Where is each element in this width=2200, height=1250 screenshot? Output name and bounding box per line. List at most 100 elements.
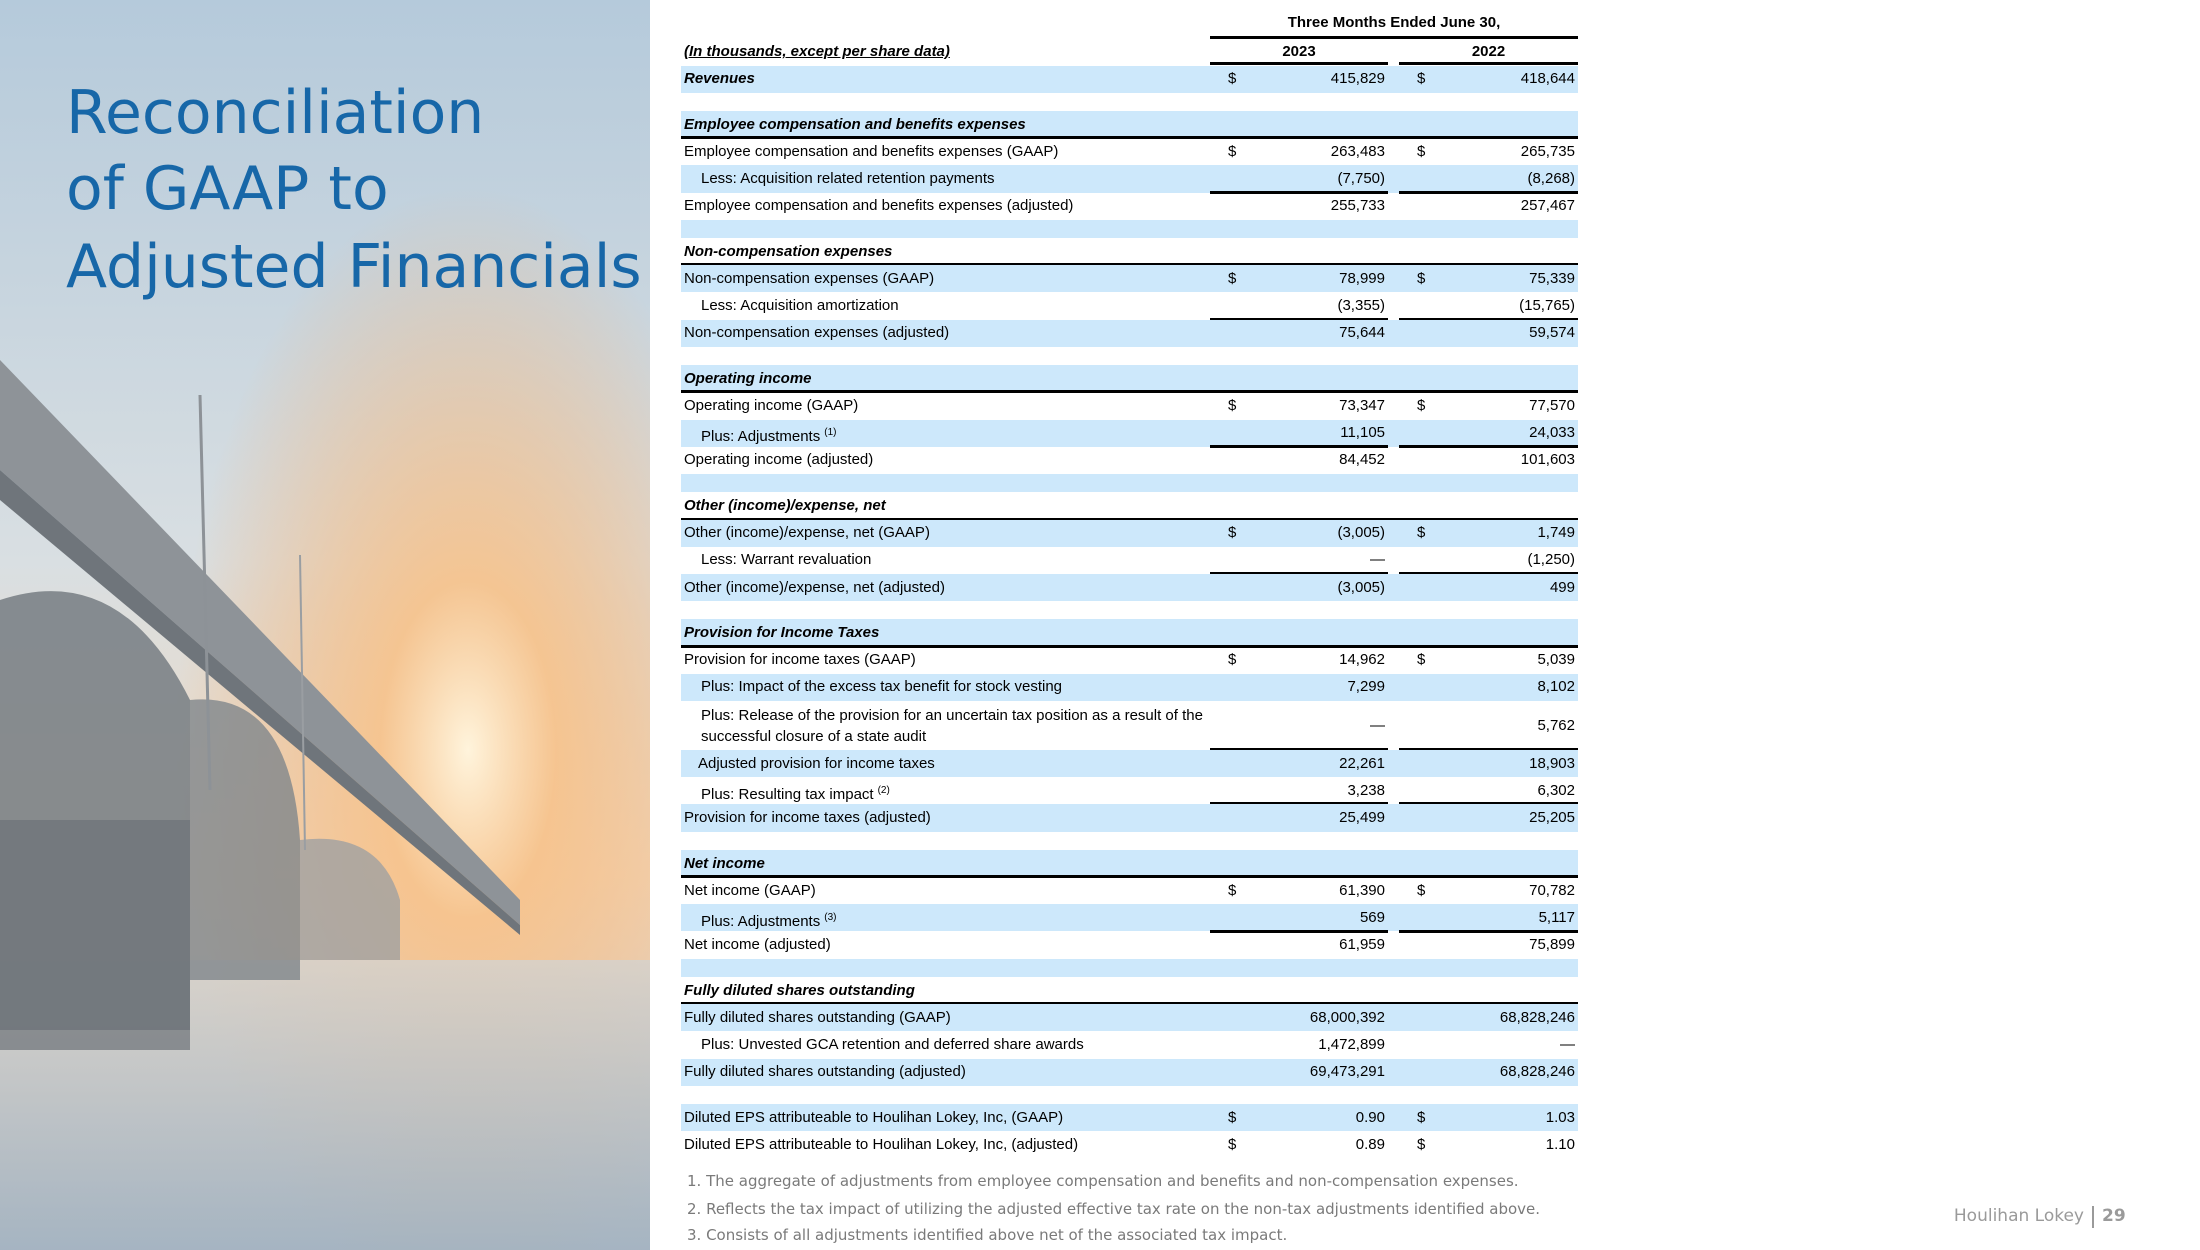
rule xyxy=(1210,36,1578,39)
row-label: Fully diluted shares outstanding (adjust… xyxy=(684,1063,966,1081)
row-label: Less: Acquisition related retention paym… xyxy=(701,170,995,187)
value: 24,033 xyxy=(1529,424,1575,442)
row-shading xyxy=(681,750,1578,778)
row-label: Revenues xyxy=(684,70,755,88)
row-label: Plus: Impact of the excess tax benefit f… xyxy=(701,678,1063,696)
value: 11,105 xyxy=(1340,424,1385,442)
value: 18,903 xyxy=(1529,754,1575,772)
value: 8,102 xyxy=(1537,678,1575,696)
value: (15,765) xyxy=(1519,297,1575,315)
value: 78,999 xyxy=(1339,269,1385,287)
rule xyxy=(1399,444,1578,448)
currency: $ xyxy=(1228,397,1237,414)
value: 70,782 xyxy=(1529,881,1575,899)
period-header: Three Months Ended June 30, xyxy=(1287,14,1501,31)
row-shading xyxy=(681,319,1578,347)
section-heading: Other (income)/expense, net xyxy=(684,496,886,514)
value: — xyxy=(1370,716,1385,734)
currency: $ xyxy=(1417,142,1426,160)
row-shading xyxy=(681,65,1578,93)
row-label: Provision for income taxes (adjusted) xyxy=(684,809,931,826)
value: 418,644 xyxy=(1520,70,1575,88)
row-shading xyxy=(681,365,1578,393)
title-line: Adjusted Financials xyxy=(66,232,642,302)
row-label: Adjusted provision for income taxes xyxy=(698,754,935,772)
rule xyxy=(1399,317,1578,321)
row-shading xyxy=(681,519,1578,547)
value: 5,039 xyxy=(1537,651,1575,669)
currency: $ xyxy=(1228,881,1237,899)
rule xyxy=(1210,802,1388,806)
row-label: Non-compensation expenses (adjusted) xyxy=(684,324,950,342)
rule xyxy=(1210,929,1388,933)
row-shading xyxy=(681,1004,1578,1032)
row-label: Non-compensation expenses (GAAP) xyxy=(684,269,935,287)
footnote-ref: (1) xyxy=(824,427,837,439)
value: 68,828,246 xyxy=(1499,1008,1575,1026)
currency: $ xyxy=(1228,1135,1237,1153)
section-heading: Employee compensation and benefits expen… xyxy=(684,115,1026,133)
value: 263,483 xyxy=(1330,142,1385,160)
currency: $ xyxy=(1417,524,1426,542)
row-shading xyxy=(681,673,1578,701)
row-label: Employee compensation and benefits expen… xyxy=(684,142,1059,160)
footer-separator xyxy=(2092,1206,2094,1228)
page-number: 29 xyxy=(2102,1206,2126,1226)
rule xyxy=(1210,62,1388,65)
value: 5,762 xyxy=(1537,716,1575,734)
value: 22,261 xyxy=(1339,754,1385,772)
rule xyxy=(1399,190,1578,194)
value: (7,750) xyxy=(1337,170,1385,187)
rule xyxy=(1399,62,1578,65)
rule xyxy=(1210,571,1388,575)
value: (8,268) xyxy=(1527,170,1575,187)
row-shading xyxy=(681,265,1578,293)
value: 569 xyxy=(1359,908,1385,926)
value: 25,205 xyxy=(1529,809,1575,826)
value: 77,570 xyxy=(1529,397,1575,414)
row-shading xyxy=(681,1058,1578,1086)
value: 1,749 xyxy=(1537,524,1575,542)
currency: $ xyxy=(1417,1135,1426,1153)
currency: $ xyxy=(1417,651,1426,669)
row-shading xyxy=(681,474,1578,493)
value: (3,355) xyxy=(1337,297,1385,315)
background-photo xyxy=(0,0,650,1250)
row-shading xyxy=(681,904,1578,932)
row-label: Plus: Adjustments (1) xyxy=(701,427,837,446)
rule xyxy=(1210,748,1388,751)
value: (1,250) xyxy=(1527,551,1575,569)
row-shading xyxy=(681,958,1578,977)
row-label: Provision for income taxes (GAAP) xyxy=(684,651,916,669)
rule xyxy=(1210,317,1388,321)
row-shading xyxy=(681,219,1578,239)
row-shading xyxy=(681,804,1578,832)
value: 59,574 xyxy=(1529,324,1575,342)
row-label: Less: Warrant revaluation xyxy=(701,551,872,569)
row-shading xyxy=(681,419,1578,447)
currency: $ xyxy=(1417,70,1426,88)
row-label: Net income (adjusted) xyxy=(684,936,831,954)
value: 84,452 xyxy=(1339,451,1385,469)
rule xyxy=(681,263,1578,267)
value: 499 xyxy=(1549,578,1575,596)
value: 7,299 xyxy=(1347,678,1385,696)
value: 14,962 xyxy=(1339,651,1385,669)
row-shading xyxy=(681,849,1578,878)
currency: $ xyxy=(1228,269,1237,287)
row-shading xyxy=(681,573,1578,602)
section-heading: Provision for Income Taxes xyxy=(684,624,880,641)
rule xyxy=(1399,929,1578,933)
row-label: Fully diluted shares outstanding (GAAP) xyxy=(684,1008,951,1026)
year-header: 2022 xyxy=(1471,43,1506,60)
year-header: 2023 xyxy=(1282,43,1316,60)
value: 257,467 xyxy=(1520,197,1575,215)
rule xyxy=(1399,571,1578,575)
value: 68,828,246 xyxy=(1499,1063,1575,1081)
section-heading: Net income xyxy=(684,854,765,872)
row-label: Net income (GAAP) xyxy=(684,881,816,899)
footnote: 3. Consists of all adjustments identifie… xyxy=(687,1226,1288,1244)
row-label: Less: Acquisition amortization xyxy=(701,297,899,315)
rule xyxy=(681,517,1578,521)
row-label: Plus: Release of the provision for an un… xyxy=(701,707,1203,745)
